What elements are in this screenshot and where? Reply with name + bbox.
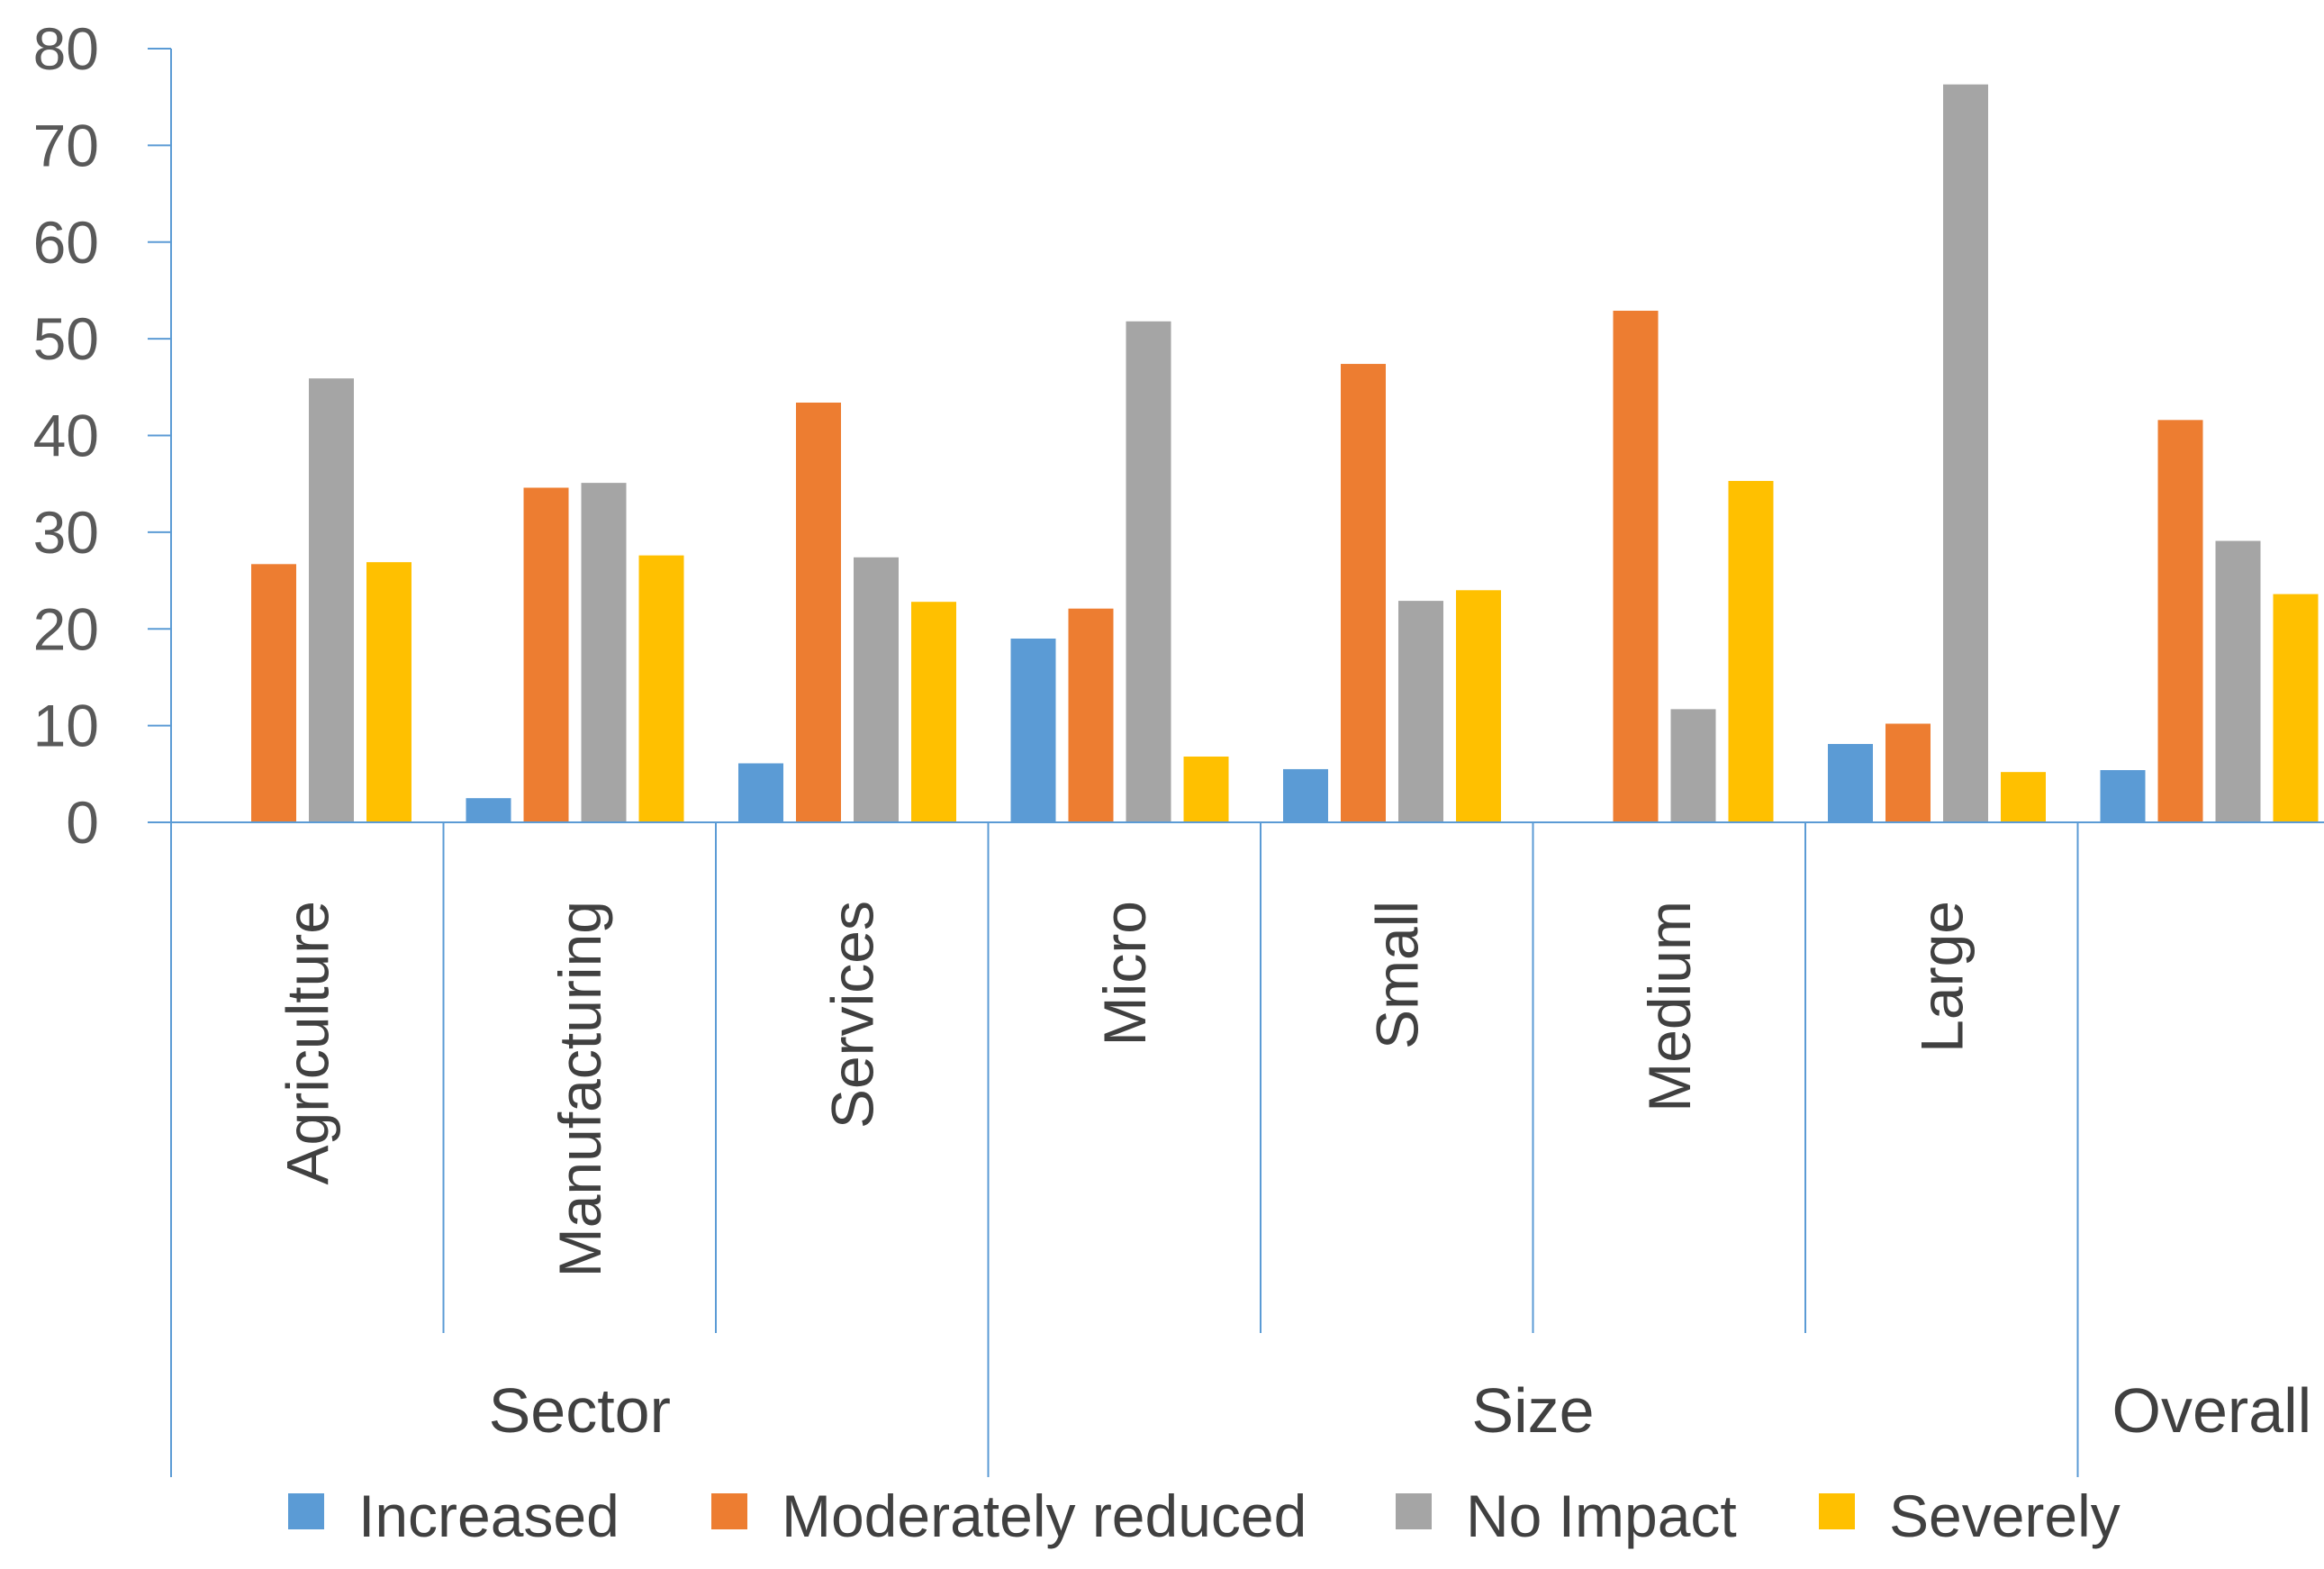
bars [251, 84, 2319, 823]
y-tick-label: 60 [33, 209, 99, 276]
legend-swatch-increased [288, 1493, 324, 1529]
bar-increased-manufacturing [466, 798, 511, 822]
category-label-agriculture: Agriculture [274, 901, 340, 1184]
group-label-size: Size [1471, 1375, 1594, 1446]
category-label-medium: Medium [1636, 901, 1703, 1112]
category-label-small: Small [1363, 901, 1430, 1049]
legend-swatch-severely [1819, 1493, 1855, 1529]
bar-increased-small [1283, 768, 1328, 822]
bar-no-impact-manufacturing [581, 483, 627, 822]
bar-increased-micro [1010, 638, 1056, 822]
bar-no-impact-large [1943, 84, 1988, 822]
bar-severely-agriculture [366, 562, 411, 822]
bar-moderately-reduced-manufacturing [523, 487, 569, 822]
bar-severely-micro [1183, 756, 1229, 822]
bar-severely-large [2001, 772, 2046, 822]
bar-no-impact-services [854, 557, 899, 822]
bar-no-impact-small [1398, 601, 1443, 822]
legend-label-moderately-reduced: Moderately reduced [782, 1483, 1307, 1549]
bar-no-impact-medium [1670, 709, 1716, 822]
category-label-manufacturing: Manufacturing [547, 901, 613, 1277]
bar-increased-overall [2100, 770, 2146, 822]
y-tick-label: 20 [33, 595, 99, 662]
bar-moderately-reduced-large [1885, 723, 1931, 822]
bar-severely-overall [2273, 594, 2319, 822]
group-label-sector: Sector [489, 1375, 671, 1446]
category-label-large: Large [1908, 901, 1975, 1053]
bar-severely-manufacturing [638, 555, 684, 822]
bar-severely-small [1456, 590, 1501, 822]
bar-moderately-reduced-micro [1068, 608, 1114, 822]
bar-no-impact-agriculture [309, 378, 354, 822]
y-tick-label: 50 [33, 305, 99, 372]
legend-swatch-moderately-reduced [711, 1493, 747, 1529]
x-axis: Agriculture Manufacturing Services Micro Sma… [170, 821, 2324, 1477]
category-label-services: Services [818, 901, 885, 1129]
group-label-overall: Overall [2112, 1375, 2312, 1446]
bar-moderately-reduced-overall [2157, 420, 2203, 822]
bar-no-impact-micro [1126, 321, 1171, 822]
category-label-micro: Micro [1091, 901, 1158, 1046]
y-axis: 0 10 20 30 40 50 60 70 80 [33, 15, 172, 856]
legend-label-increased: Increased [358, 1483, 619, 1549]
y-tick-label: 40 [33, 403, 99, 469]
y-tick-label: 0 [66, 789, 99, 856]
y-tick-label: 70 [33, 112, 99, 178]
bar-moderately-reduced-agriculture [251, 564, 296, 822]
bar-moderately-reduced-small [1341, 364, 1386, 822]
legend-label-no-impact: No Impact [1466, 1483, 1737, 1549]
y-tick-label: 80 [33, 15, 99, 82]
bar-severely-services [911, 602, 956, 822]
y-tick-label: 10 [33, 693, 99, 759]
y-tick-label: 30 [33, 499, 99, 566]
legend-label-severely: Severely [1889, 1483, 2121, 1549]
bar-moderately-reduced-services [796, 402, 841, 822]
bar-no-impact-overall [2215, 540, 2261, 822]
legend: Increased Moderately reduced No Impact Seve… [288, 1483, 2121, 1549]
legend-swatch-no-impact [1396, 1493, 1432, 1529]
bar-increased-services [738, 763, 783, 822]
bar-severely-medium [1728, 480, 1774, 822]
bar-increased-large [1828, 744, 1873, 822]
bar-moderately-reduced-medium [1613, 310, 1659, 823]
